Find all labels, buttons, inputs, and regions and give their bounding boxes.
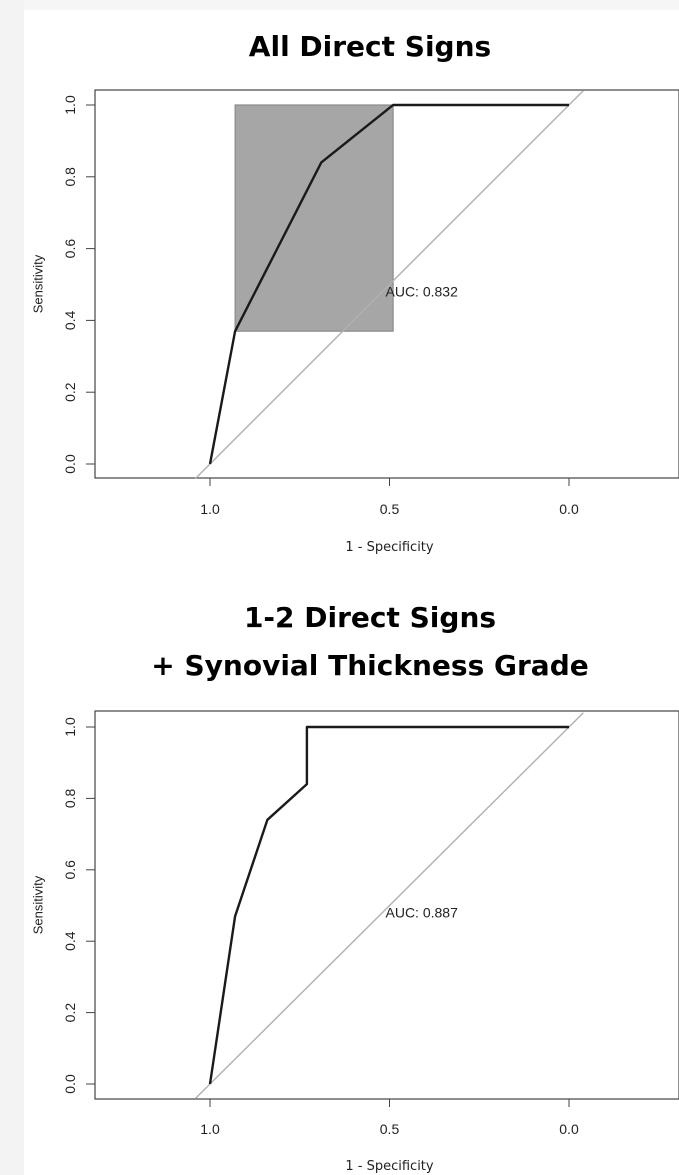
chart1-x-tick-label: 0.5 [380, 501, 400, 517]
chart2-y-axis-label: Sensitivity [31, 875, 46, 934]
chart1-x-tick-label: 1.0 [200, 501, 220, 517]
chart1-roc-curve-line [208, 103, 569, 465]
chart2-plot-frame [94, 710, 679, 1100]
chart2-x-tick-label: 0.0 [559, 1121, 579, 1137]
chart2-subtitle: + Synovial Thickness Grade [151, 649, 589, 682]
chart1-x-tick-label: 0.0 [559, 501, 579, 517]
chart2-x-axis-label: 1 - Specificity [345, 1159, 434, 1174]
chart2-y-tick-label: 0.2 [62, 1003, 78, 1023]
chart2-roc-curve-line [208, 725, 569, 1085]
chart2-y-tick-label: 0.6 [62, 860, 78, 880]
top-margin-strip [0, 0, 679, 10]
chart1-x-axis-label: 1 - Specificity [345, 540, 434, 555]
chart2-y-tick-label: 0.8 [62, 788, 78, 808]
chart1-reference-diagonal [195, 90, 584, 479]
left-margin-strip [0, 0, 24, 1175]
chart2-x-tick-label: 0.5 [380, 1121, 400, 1137]
chart2-title: 1-2 Direct Signs [243, 601, 497, 634]
chart1-y-tick-label: 1.0 [62, 95, 78, 115]
chart1-y-tick-label: 0.0 [62, 454, 78, 474]
chart2-auc-label: AUC: 0.887 [386, 905, 459, 921]
chart2-y-tick-label: 0.4 [62, 931, 78, 951]
chart1-y-tick-label: 0.2 [62, 382, 78, 402]
chart1-y-tick-label: 0.8 [62, 167, 78, 187]
chart1-ci-box [234, 104, 394, 332]
chart2-reference-diagonal [195, 712, 584, 1099]
chart2-y-tick-label: 0.0 [62, 1074, 78, 1094]
chart1-auc-label: AUC: 0.832 [386, 284, 459, 300]
chart2-x-tick-label: 1.0 [200, 1121, 220, 1137]
chart1-y-axis-label: Sensitivity [31, 254, 46, 313]
chart1-plot-frame [94, 89, 679, 479]
chart1-y-tick-label: 0.4 [62, 310, 78, 330]
chart1-roc-plot: 0.0 0.2 0.4 0.6 0.8 1.0 1.0 0.5 0.0 Sensitivity 1 … [31, 89, 679, 555]
chart1-y-tick-label: 0.6 [62, 239, 78, 259]
chart1-title: All Direct Signs [248, 30, 492, 63]
chart2-y-tick-label: 1.0 [62, 717, 78, 737]
